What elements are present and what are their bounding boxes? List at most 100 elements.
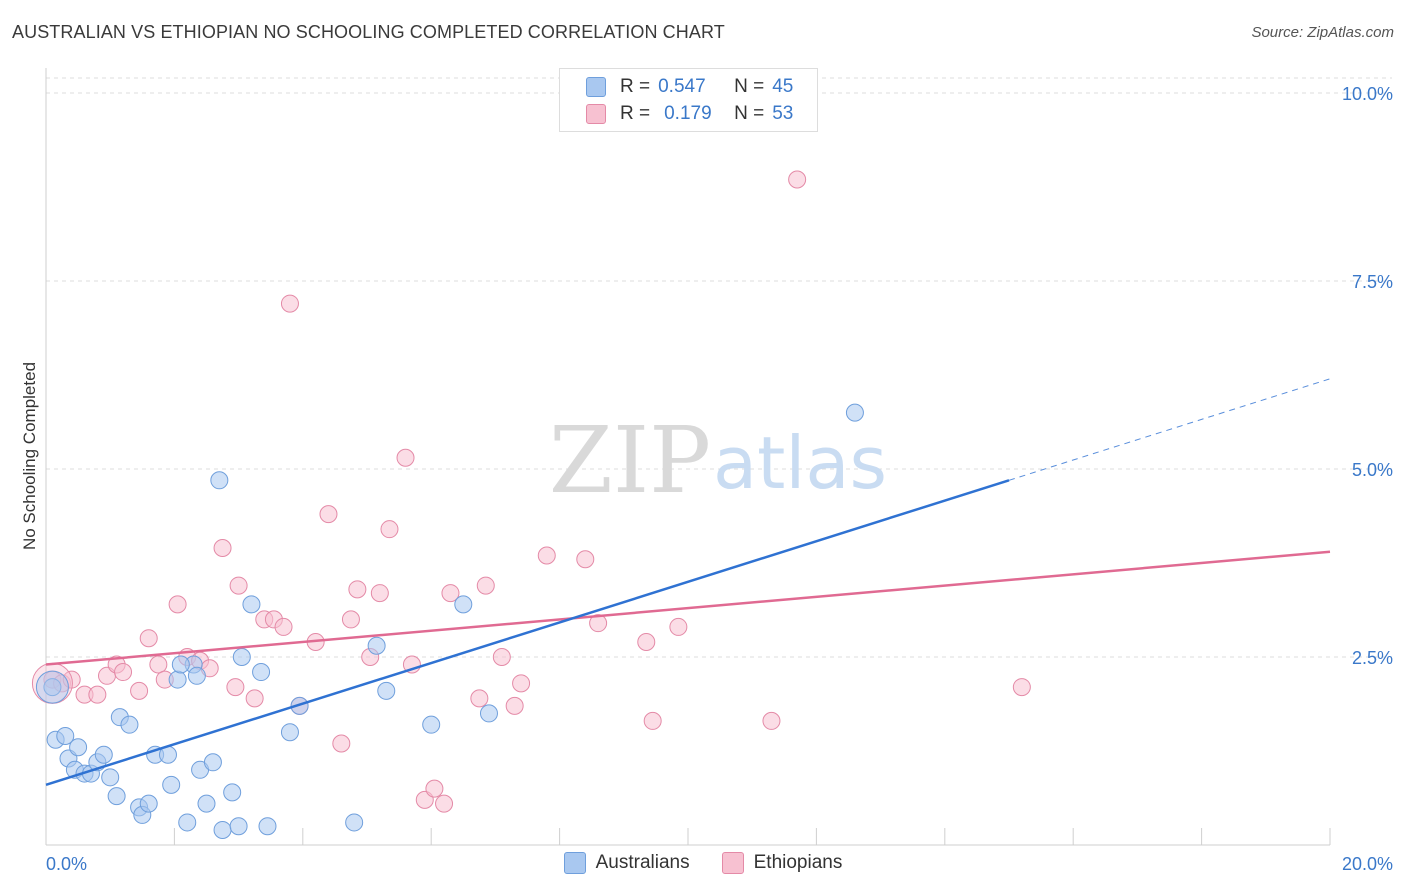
ethiopians-point [762,711,781,730]
trend-lines [45,378,1331,787]
chart-title: AUSTRALIAN VS ETHIOPIAN NO SCHOOLING COM… [12,22,725,42]
ethiopians-point [425,779,444,798]
ethiopians-trend-line [45,550,1331,666]
ethiopians-point [319,505,338,524]
australians-point [43,678,62,697]
australians-point [203,753,222,772]
australians-points [35,403,864,839]
ethiopians-point [470,689,489,708]
legend-item-australians[interactable]: Australians [563,852,690,874]
australians-point [197,794,216,813]
ethiopians-point [576,550,595,569]
australians-label: Australians [595,852,690,873]
ethiopians-point [168,595,187,614]
australians-point [69,738,88,757]
australians-point [178,813,197,832]
ethiopians-point [280,294,299,313]
source-label: Source: ZipAtlas.com [1251,24,1394,41]
ethiopians-swatch [721,852,744,874]
australians-point-large [35,670,69,704]
ethiopians-point [341,610,360,629]
ethiopians-point [114,663,133,682]
ethiopians-point [139,629,158,648]
y-tick-label: 5.0% [1352,460,1393,480]
australians-point [56,726,75,745]
watermark-zip: ZIP [549,407,711,514]
ethiopians-point [88,685,107,704]
australians-trend-line [45,479,1010,787]
ethiopians-point [226,678,245,697]
ethiopians-point [396,448,415,467]
grid-lines [46,77,1392,658]
axes [45,68,1331,846]
legend-row-australians: R = 0.547 N = 45 [586,74,793,100]
australians-point [242,595,261,614]
series-legend: Australians Ethiopians [0,852,1406,874]
ethiopians-point [149,655,168,674]
legend-swatch-blue [586,77,606,97]
australians-swatch [563,852,586,874]
legend-r-label: R = [620,103,651,124]
australians-point [422,715,441,734]
ethiopians-point [229,576,248,595]
ethiopians-point [643,711,662,730]
watermark: ZIP atlas [549,407,887,514]
y-tick-label: 10.0% [1342,84,1393,104]
ethiopians-point [492,648,511,667]
australians-trend-extension [1008,378,1331,481]
ethiopians-point [476,576,495,595]
australians-point [210,471,229,490]
ethiopians-label: Ethiopians [753,852,843,873]
correlation-legend: R = 0.547 N = 45 R = 0.179 N = 53 [559,68,818,132]
australians-point [252,663,271,682]
ethiopians-point [669,617,688,636]
ethiopians-point [245,689,264,708]
australians-point [258,817,277,836]
australians-point [845,403,864,422]
australians-point [367,636,386,655]
australians-point [223,783,242,802]
legend-r-value: 0.179 [664,103,712,124]
legend-row-ethiopians: R = 0.179 N = 53 [586,101,793,127]
australians-point [232,648,251,667]
australians-point [94,745,113,764]
ethiopians-point [441,584,460,603]
australians-point [187,666,206,685]
legend-item-ethiopians[interactable]: Ethiopians [721,852,843,874]
x-tick-label: 0.0% [46,854,87,874]
ethiopians-point [370,584,389,603]
australians-point [479,704,498,723]
y-tick-label: 2.5% [1352,648,1393,668]
australians-point [280,723,299,742]
watermark-atlas: atlas [713,421,887,505]
legend-swatch-pink [586,104,606,124]
australians-point [213,820,232,839]
ethiopians-point [213,538,232,557]
australians-point [101,768,120,787]
australians-point [229,817,248,836]
ethiopians-point [130,681,149,700]
australians-point [120,715,139,734]
legend-n-value: 45 [772,76,794,97]
ethiopians-point [637,632,656,651]
ethiopians-point [1012,678,1031,697]
australians-point [168,670,187,689]
ethiopians-point [380,520,399,539]
x-tick-label: 20.0% [1342,854,1393,874]
legend-n-label: N = [734,76,765,97]
australians-point [454,595,473,614]
ethiopians-point [348,580,367,599]
legend-n-label: N = [734,103,765,124]
legend-r-label: R = [620,76,651,97]
ethiopians-point [505,696,524,715]
ethiopians-point [332,734,351,753]
ethiopians-point [435,794,454,813]
ethiopians-point [537,546,556,565]
australians-point [377,681,396,700]
legend-r-value: 0.547 [658,76,706,97]
australians-point [107,787,126,806]
australians-point [171,655,190,674]
australians-point [162,775,181,794]
ethiopians-point [788,170,807,189]
